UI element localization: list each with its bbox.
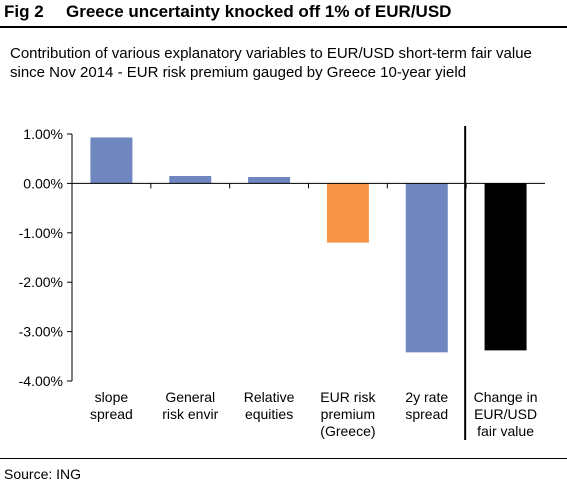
bar (248, 176, 291, 184)
bar (326, 183, 369, 243)
y-tick-label: 1.00% (23, 126, 63, 142)
bars (90, 137, 527, 353)
category-label: Change in EUR/USD fair value (474, 389, 538, 439)
bar-chart: 1.00% 0.00% -1.00% -2.00% -3.00% -4.00% slope… (19, 126, 545, 440)
chart-title: Contribution of various explanatory vari… (10, 45, 532, 81)
category-label-line: (Greece) (320, 423, 375, 439)
y-axis: 1.00% 0.00% -1.00% -2.00% -3.00% -4.00% (19, 126, 73, 389)
category-label: Relative equities (244, 389, 295, 422)
category-label-line: equities (245, 406, 293, 422)
bar (90, 137, 133, 184)
category-label-line: premium (321, 406, 375, 422)
category-label: EUR risk premium (Greece) (320, 389, 376, 439)
category-label-line: EUR risk (320, 389, 376, 405)
source-note: Source: ING (4, 466, 82, 482)
category-label-line: EUR/USD (474, 406, 537, 422)
bar (169, 175, 212, 184)
category-label-line: Change in (474, 389, 538, 405)
y-tick-label: 0.00% (23, 175, 63, 191)
zero-line (72, 182, 545, 189)
category-label: slope spread (90, 389, 133, 422)
figure-label: Fig 2 (4, 2, 44, 21)
category-label-line: risk envir (162, 406, 218, 422)
y-tick-label: -1.00% (19, 225, 63, 241)
figure-header: Fig 2 Greece uncertainty knocked off 1% … (0, 0, 567, 28)
category-label: General risk envir (162, 389, 218, 422)
footer-rule (0, 458, 567, 459)
y-tick-label: -2.00% (19, 274, 63, 290)
category-label-line: spread (405, 406, 448, 422)
figure-title: Greece uncertainty knocked off 1% of EUR… (66, 2, 452, 21)
category-label-line: General (165, 389, 215, 405)
category-label: 2y rate spread (405, 389, 448, 422)
y-tick-label: -4.00% (19, 373, 63, 389)
category-label-line: fair value (477, 423, 534, 439)
category-label-line: spread (90, 406, 133, 422)
category-label-line: Relative (244, 389, 295, 405)
category-label-line: slope (95, 389, 129, 405)
category-label-line: 2y rate (405, 389, 448, 405)
bar (405, 183, 448, 353)
bar (484, 183, 527, 351)
y-tick-label: -3.00% (19, 324, 63, 340)
